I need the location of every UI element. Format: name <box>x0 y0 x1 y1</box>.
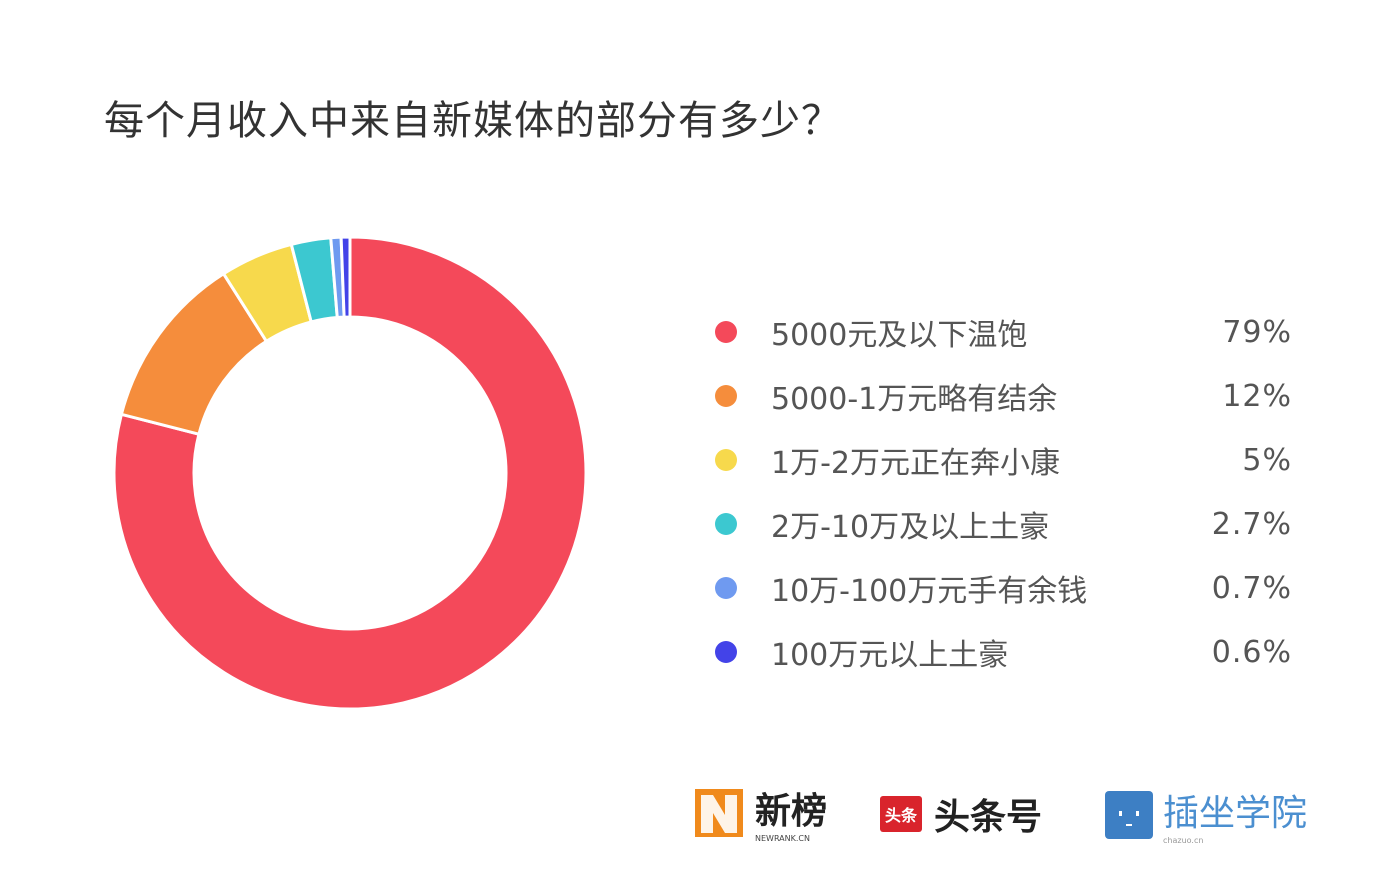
legend-value: 0.7% <box>1211 570 1292 606</box>
legend-item: 10万-100万元手有余钱 0.7% <box>712 556 1302 620</box>
toutiao-badge: 头条 <box>880 796 923 832</box>
legend-label: 1万-2万元正在奔小康 <box>771 446 1060 481</box>
legend-item: 5000-1万元略有结余 12% <box>712 364 1302 428</box>
logo-newrank-sub: NEWRANK.CN <box>755 834 810 843</box>
logo-toutiao-text: 头条号 <box>934 797 1043 838</box>
legend-label: 5000-1万元略有结余 <box>771 382 1058 417</box>
legend: 5000元及以下温饱 79% 5000-1万元略有结余 12% 1万-2万元正在奔小康 5… <box>712 300 1302 684</box>
donut-slice-0 <box>112 235 588 711</box>
legend-item: 2万-10万及以上土豪 2.7% <box>712 492 1302 556</box>
legend-item: 5000元及以下温饱 79% <box>712 300 1302 364</box>
chart-title: 每个月收入中来自新媒体的部分有多少？ <box>104 98 842 144</box>
chazuo-logo-icon <box>1105 790 1153 839</box>
logo-newrank-text: 新榜 <box>755 791 828 832</box>
legend-dot-icon <box>715 321 737 343</box>
logo-chazuo: 插坐学院 chazuo.cn <box>1105 784 1307 845</box>
logo-chazuo-sub: chazuo.cn <box>1163 836 1204 845</box>
legend-dot-icon <box>715 641 737 663</box>
legend-dot-icon <box>715 577 737 599</box>
legend-label: 2万-10万及以上土豪 <box>771 510 1050 545</box>
legend-label: 10万-100万元手有余钱 <box>771 574 1088 609</box>
donut-chart <box>112 235 588 711</box>
legend-value: 12% <box>1222 378 1292 414</box>
newrank-logo-icon <box>695 788 743 837</box>
legend-value: 79% <box>1222 314 1292 350</box>
donut-slice-5 <box>339 235 352 319</box>
legend-value: 2.7% <box>1211 506 1292 542</box>
legend-dot-icon <box>715 385 737 407</box>
legend-dot-icon <box>715 513 737 535</box>
logo-toutiao: 头条 头条号 <box>880 788 1042 840</box>
logo-newrank: 新榜 NEWRANK.CN <box>695 782 827 843</box>
legend-label: 5000元及以下温饱 <box>771 318 1028 353</box>
logo-chazuo-text: 插坐学院 <box>1163 793 1308 834</box>
legend-item: 1万-2万元正在奔小康 5% <box>712 428 1302 492</box>
legend-dot-icon <box>715 449 737 471</box>
legend-label: 100万元以上土豪 <box>771 638 1009 673</box>
logos: 新榜 NEWRANK.CN 头条 头条号 插坐学院 chazuo.cn <box>695 780 1315 845</box>
legend-value: 5% <box>1242 442 1292 478</box>
legend-item: 100万元以上土豪 0.6% <box>712 620 1302 684</box>
legend-value: 0.6% <box>1211 634 1292 670</box>
